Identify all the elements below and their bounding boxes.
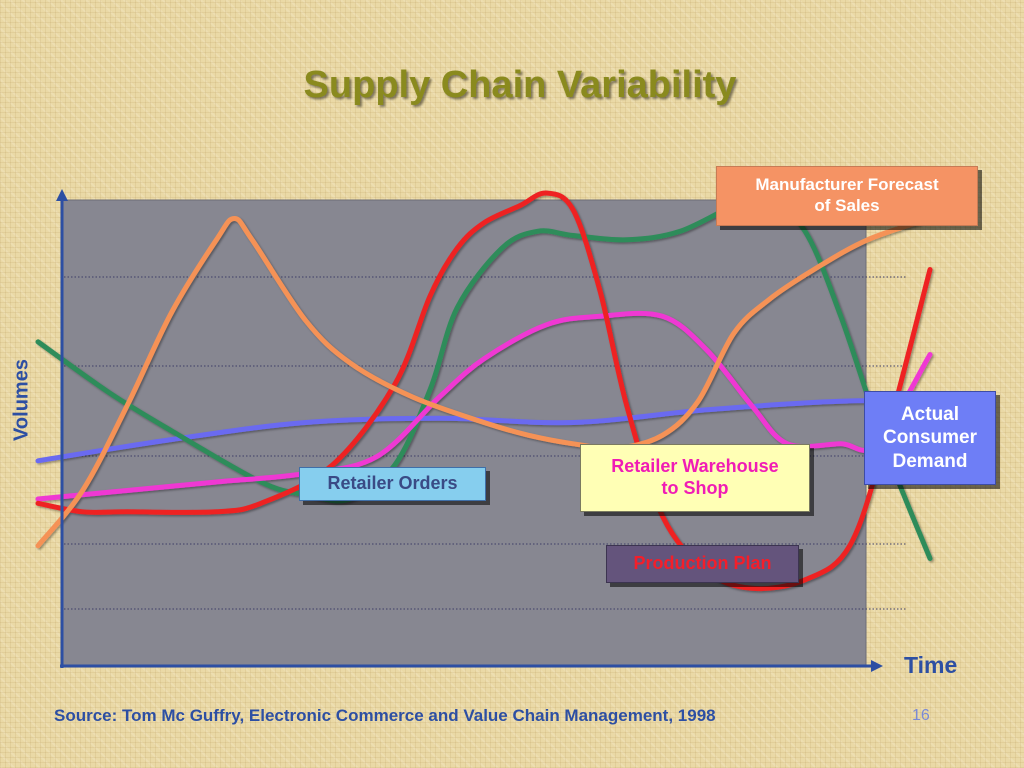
- production-plan-label-text: Production Plan: [633, 553, 772, 574]
- actual-demand-label: Actual Consumer Demand: [864, 391, 996, 485]
- source-citation: Source: Tom Mc Guffry, Electronic Commer…: [54, 706, 716, 725]
- series-line-manufacturer-forecast-of-sales: [35, 216, 933, 549]
- retailer-warehouse-label-line2: to Shop: [661, 478, 729, 498]
- manufacturer-forecast-label-line1: Manufacturer Forecast: [755, 175, 939, 195]
- slide-number: 16: [912, 707, 930, 724]
- actual-demand-label-line1: Actual: [900, 404, 960, 426]
- retailer-orders-label: Retailer Orders: [299, 467, 486, 501]
- series-lines: [35, 190, 933, 592]
- series-line-production-plan: [35, 190, 933, 592]
- production-plan-label: Production Plan: [606, 545, 799, 583]
- actual-demand-label-line2: Consumer: [883, 427, 977, 449]
- manufacturer-forecast-label-line2: of Sales: [814, 196, 880, 215]
- series-line-retailer-orders: [35, 195, 933, 561]
- manufacturer-forecast-label: Manufacturer Forecast of Sales: [716, 166, 978, 226]
- retailer-warehouse-label: Retailer Warehouse to Shop: [580, 444, 810, 512]
- plot-area: [61, 199, 867, 667]
- retailer-orders-label-text: Retailer Orders: [327, 473, 458, 494]
- slide-title: Supply Chain Variability: [303, 64, 737, 106]
- retailer-warehouse-label-line1: Retailer Warehouse: [611, 456, 779, 477]
- grid-lines: [64, 276, 906, 610]
- series-line-retailer-warehouse-to-shop: [35, 310, 933, 502]
- y-axis-label: Volumes: [10, 359, 33, 441]
- actual-demand-label-line3: Demand: [892, 450, 968, 472]
- x-axis-label: Time: [904, 652, 958, 678]
